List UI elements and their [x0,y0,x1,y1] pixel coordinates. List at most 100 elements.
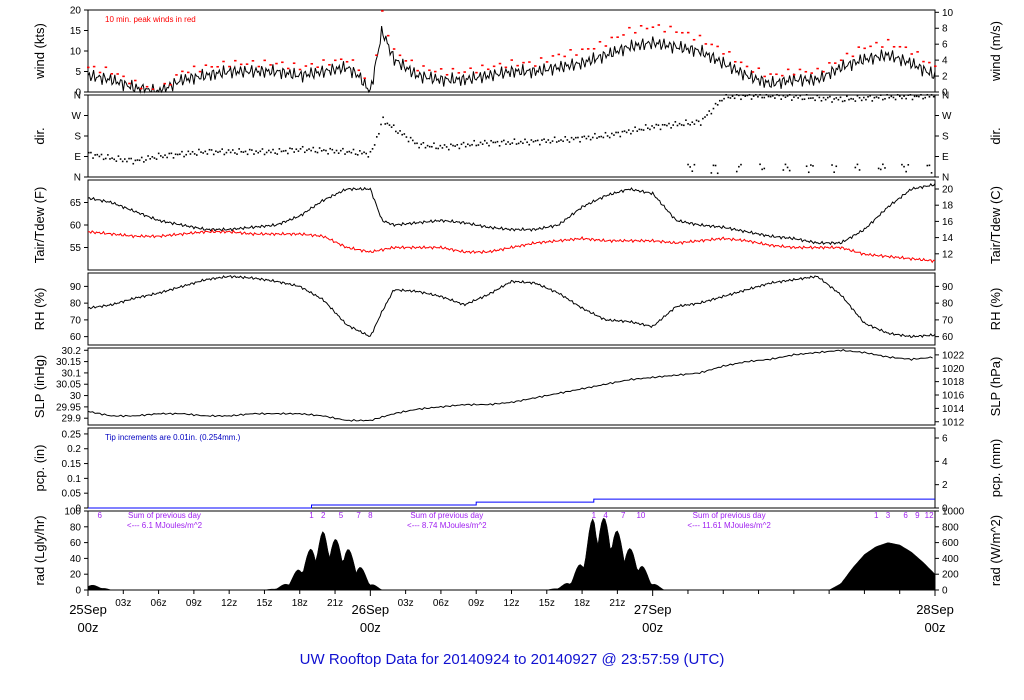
direction-point [905,97,907,100]
y-tick-label-right: 80 [942,299,954,310]
peak-wind-marks [345,60,349,63]
direction-point [314,150,317,153]
hour-marker: 10 [636,511,645,520]
peak-wind-marks [416,69,419,72]
peak-wind-marks [857,46,861,48]
y-tick-label: 60 [70,332,82,343]
direction-point [666,124,668,127]
peak-wind-marks [228,65,231,68]
direction-point [833,171,835,173]
direction-point [411,139,414,142]
direction-point [545,141,547,143]
peak-wind-marks [145,85,149,88]
direction-point [278,148,281,150]
direction-point [433,142,435,145]
peak-wind-marks [216,65,219,68]
peak-wind-marks [504,66,508,69]
peak-wind-marks [522,61,525,64]
direction-point [399,130,401,132]
direction-point [788,94,791,96]
direction-point [856,163,859,166]
peak-wind-marks [492,65,496,68]
direction-point [725,94,727,96]
peak-wind-marks [281,61,284,64]
direction-point [367,156,370,158]
direction-point [513,138,516,140]
peak-wind-marks [104,66,108,69]
direction-point [915,95,918,98]
direction-point [558,140,560,142]
direction-point [746,94,749,97]
direction-point [807,97,810,100]
direction-point [475,144,478,147]
direction-point [807,171,810,174]
y-axis-label-right: SLP (hPa) [988,357,1003,417]
direction-point [903,165,905,168]
direction-point [854,100,857,102]
y-tick-label-right: 1020 [942,364,965,375]
direction-point [661,123,664,126]
direction-point [164,154,166,156]
direction-point [333,151,336,154]
direction-point [846,95,848,98]
direction-point [104,157,107,160]
direction-point [674,121,677,123]
direction-point [738,94,740,97]
direction-point [691,121,694,123]
direction-point [831,101,833,103]
direction-point [90,151,92,154]
direction-point [541,139,543,141]
peak-wind-marks [745,65,749,68]
direction-point [784,96,787,99]
direction-point [303,151,306,154]
direction-point [638,128,641,131]
direction-point [816,94,819,97]
y-tick-label: W [72,111,82,122]
direction-point [359,150,361,152]
daily-total-value: <--- 6.1 MJoules/m^2 [127,521,203,530]
direction-point [414,142,416,145]
peak-wind-marks [139,87,143,90]
hour-marker: 1 [874,511,879,520]
peak-wind-marks [875,41,878,44]
direction-point [613,134,615,136]
direction-point [589,138,592,141]
direction-point [344,153,346,155]
peak-wind-marks [410,59,414,62]
direction-point [640,128,643,131]
direction-point [174,153,177,156]
direction-point [774,97,776,99]
direction-point [130,157,132,160]
direction-point [365,152,367,155]
direction-point [369,150,372,153]
peak-wind-marks [298,68,302,71]
y-tick-label-right: 0 [942,88,948,99]
hour-marker: 7 [621,511,626,520]
peak-wind-marks [751,71,755,73]
peak-wind-marks [822,70,825,73]
direction-point [918,95,920,98]
direction-point [428,145,431,148]
direction-point [375,136,378,138]
y-tick-label-right: 1012 [942,417,965,428]
direction-point [187,150,190,153]
direction-point [596,137,598,139]
direction-point [689,123,691,126]
direction-point [858,96,861,99]
direction-point [407,140,410,143]
direction-point [714,102,717,105]
direction-point [577,136,579,139]
direction-point [763,96,766,99]
peak-wind-marks [616,36,619,38]
direction-point [532,140,535,143]
direction-point [882,163,884,166]
direction-point [769,95,772,98]
peak-wind-marks [386,34,390,37]
direction-point [479,141,482,144]
direction-point [907,94,910,97]
direction-point [534,140,537,142]
direction-point [600,135,603,138]
direction-point [248,148,251,151]
peak-wind-marks [92,65,96,68]
direction-point [651,125,653,127]
